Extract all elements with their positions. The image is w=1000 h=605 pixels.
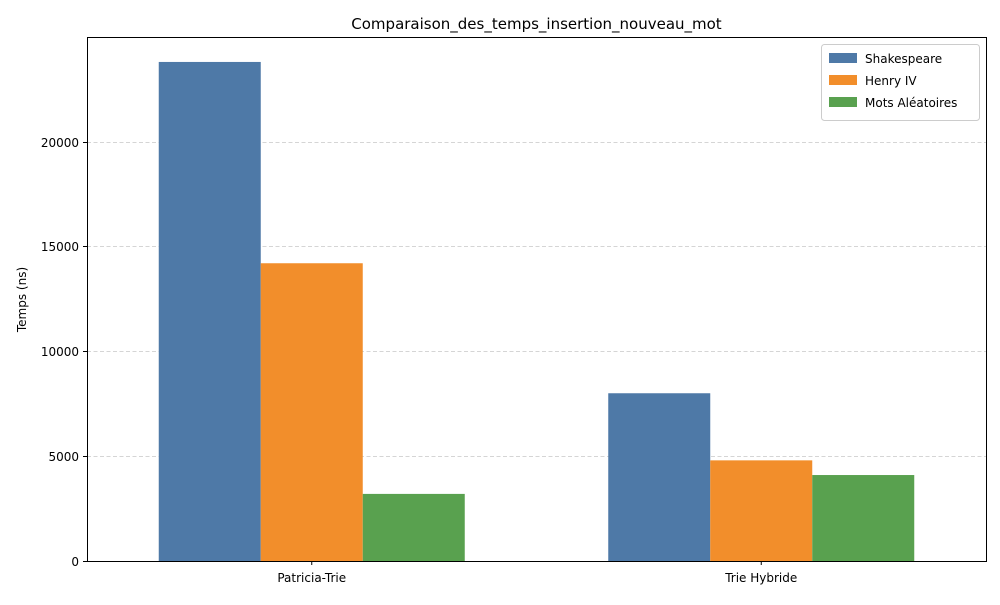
bar bbox=[608, 393, 711, 561]
y-tick-label: 20000 bbox=[41, 136, 79, 150]
y-tick-label: 5000 bbox=[48, 450, 79, 464]
legend-box bbox=[821, 44, 980, 121]
legend-label: Henry IV bbox=[865, 74, 917, 88]
bar bbox=[158, 61, 261, 561]
legend-label: Shakespeare bbox=[865, 52, 942, 66]
legend-swatch bbox=[829, 97, 857, 107]
y-tick-label: 15000 bbox=[41, 240, 79, 254]
chart-title: Comparaison_des_temps_insertion_nouveau_… bbox=[351, 15, 722, 34]
x-tick-label: Trie Hybride bbox=[724, 571, 797, 585]
bar bbox=[260, 263, 363, 561]
legend-label: Mots Aléatoires bbox=[865, 96, 957, 110]
y-tick-label: 10000 bbox=[41, 345, 79, 359]
axes: Patricia-Trie Trie Hybride 0 5000 10000 15000… bbox=[41, 37, 987, 585]
bar bbox=[812, 475, 915, 561]
plot-frame bbox=[87, 37, 987, 562]
legend-swatch bbox=[829, 53, 857, 63]
bar bbox=[710, 460, 813, 561]
legend: Shakespeare Henry IV Mots Aléatoires bbox=[821, 44, 980, 121]
y-axis-title: Temps (ns) bbox=[15, 267, 29, 333]
y-tick-label: 0 bbox=[71, 555, 79, 569]
x-tick-label: Patricia-Trie bbox=[277, 571, 346, 585]
bars bbox=[158, 61, 915, 561]
bar bbox=[362, 493, 465, 561]
legend-swatch bbox=[829, 75, 857, 85]
